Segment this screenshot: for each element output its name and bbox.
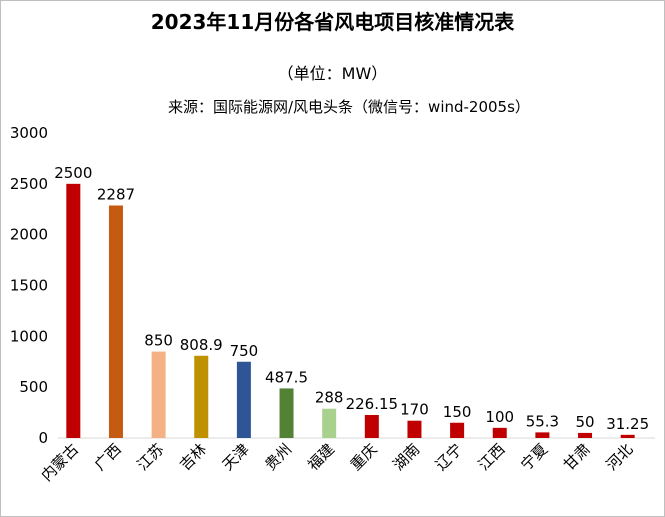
data-label: 2287: [97, 185, 135, 203]
data-label: 31.25: [606, 415, 649, 433]
x-tick-label: 重庆: [347, 440, 381, 474]
bar: [279, 388, 294, 438]
bar: [364, 415, 379, 438]
y-tick-label: 1500: [10, 277, 48, 295]
y-tick-label: 2500: [10, 175, 48, 193]
chart-title: 2023年11月份各省风电项目核准情况表: [150, 10, 515, 34]
x-tick-label: 湖南: [389, 440, 423, 474]
y-tick-label: 3000: [10, 124, 48, 142]
bar: [151, 351, 166, 438]
bar: [450, 422, 465, 438]
x-tick-label: 天津: [219, 440, 253, 474]
bar: [236, 361, 251, 438]
chart-subtitle: （单位：MW）: [277, 64, 388, 83]
x-tick-label: 甘肃: [560, 440, 594, 474]
x-tick-label: 宁夏: [517, 440, 551, 474]
data-label: 100: [485, 408, 514, 426]
bar: [578, 432, 593, 438]
data-label: 487.5: [265, 368, 308, 386]
x-tick-label: 河北: [603, 440, 637, 474]
y-tick-label: 500: [19, 378, 48, 396]
bar: [322, 408, 337, 438]
bar: [535, 432, 550, 438]
data-label: 850: [144, 332, 173, 350]
x-tick-label: 广西: [91, 440, 125, 474]
y-tick-label: 0: [38, 429, 48, 447]
data-label: 55.3: [526, 412, 559, 430]
bar: [492, 427, 507, 438]
bar: [620, 434, 635, 438]
data-label: 750: [230, 342, 259, 360]
y-tick-label: 2000: [10, 226, 48, 244]
bar: [407, 420, 422, 438]
data-label: 808.9: [180, 336, 223, 354]
bar: [108, 205, 123, 438]
chart-source: 来源：国际能源网/风电头条（微信号：wind-2005s）: [168, 98, 530, 116]
bar: [194, 355, 209, 438]
x-tick-label: 江苏: [133, 440, 167, 474]
x-tick-label: 吉林: [176, 440, 210, 474]
data-label: 226.15: [346, 395, 399, 413]
data-label: 170: [400, 401, 429, 419]
data-label: 50: [575, 413, 594, 431]
data-label: 2500: [54, 164, 92, 182]
x-tick-label: 贵州: [261, 440, 295, 474]
x-tick-label: 福建: [304, 440, 338, 474]
x-tick-label: 江西: [475, 440, 509, 474]
x-tick-label: 辽宁: [432, 440, 466, 474]
data-label: 150: [443, 403, 472, 421]
bar: [66, 183, 81, 438]
y-tick-label: 1000: [10, 327, 48, 345]
data-label: 288: [315, 389, 344, 407]
